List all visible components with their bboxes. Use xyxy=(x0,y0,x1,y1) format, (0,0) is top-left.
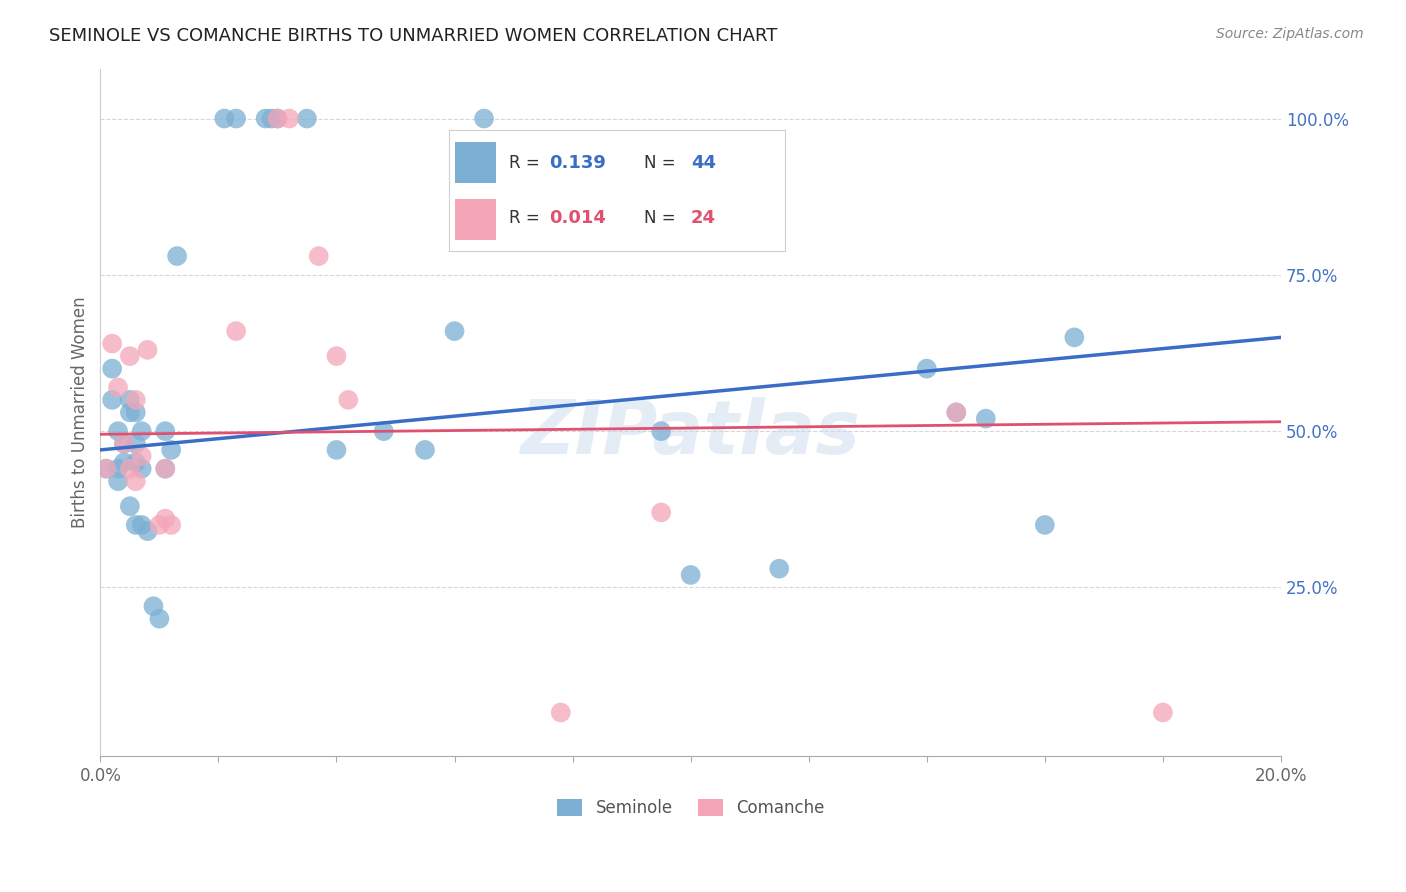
Point xyxy=(131,424,153,438)
Point xyxy=(915,361,938,376)
Point xyxy=(155,511,177,525)
Point xyxy=(107,461,129,475)
Point xyxy=(214,112,236,126)
Point xyxy=(945,405,967,419)
Point xyxy=(1063,330,1085,344)
Point xyxy=(118,349,141,363)
Point xyxy=(96,461,118,475)
Point xyxy=(112,436,135,450)
Point xyxy=(136,524,159,538)
Point xyxy=(160,517,183,532)
Point xyxy=(96,461,118,475)
Point xyxy=(550,706,572,720)
Point xyxy=(148,517,170,532)
Point xyxy=(225,324,247,338)
Point xyxy=(125,392,148,407)
Point xyxy=(118,405,141,419)
Point xyxy=(472,112,495,126)
Text: ZIPatlas: ZIPatlas xyxy=(520,397,860,469)
Point xyxy=(125,474,148,488)
Point xyxy=(945,405,967,419)
Text: SEMINOLE VS COMANCHE BIRTHS TO UNMARRIED WOMEN CORRELATION CHART: SEMINOLE VS COMANCHE BIRTHS TO UNMARRIED… xyxy=(49,27,778,45)
Point xyxy=(266,112,288,126)
Point xyxy=(650,505,672,519)
Point xyxy=(679,568,702,582)
Point xyxy=(768,562,790,576)
Point xyxy=(373,424,395,438)
Point xyxy=(308,249,330,263)
Point xyxy=(112,455,135,469)
Point xyxy=(101,392,124,407)
Point xyxy=(125,455,148,469)
Point xyxy=(650,424,672,438)
Point xyxy=(325,349,347,363)
Point xyxy=(131,449,153,463)
Point xyxy=(155,424,177,438)
Legend: Seminole, Comanche: Seminole, Comanche xyxy=(550,792,831,823)
Point xyxy=(1033,517,1056,532)
Point xyxy=(125,517,148,532)
Point xyxy=(1152,706,1174,720)
Point xyxy=(125,436,148,450)
Point xyxy=(295,112,318,126)
Point xyxy=(155,461,177,475)
Point xyxy=(118,461,141,475)
Point xyxy=(166,249,188,263)
Point xyxy=(131,461,153,475)
Point xyxy=(107,424,129,438)
Point xyxy=(101,336,124,351)
Point xyxy=(974,411,997,425)
Point xyxy=(118,392,141,407)
Point xyxy=(278,112,301,126)
Point xyxy=(254,112,277,126)
Point xyxy=(266,112,288,126)
Text: Source: ZipAtlas.com: Source: ZipAtlas.com xyxy=(1216,27,1364,41)
Point xyxy=(142,599,165,614)
Point xyxy=(325,442,347,457)
Point xyxy=(118,499,141,513)
Point xyxy=(337,392,360,407)
Point xyxy=(148,612,170,626)
Point xyxy=(160,442,183,457)
Point xyxy=(413,442,436,457)
Point xyxy=(443,324,465,338)
Point xyxy=(131,517,153,532)
Point xyxy=(136,343,159,357)
Point xyxy=(101,361,124,376)
Y-axis label: Births to Unmarried Women: Births to Unmarried Women xyxy=(72,296,89,528)
Point xyxy=(112,436,135,450)
Point xyxy=(125,405,148,419)
Point xyxy=(107,380,129,394)
Point xyxy=(155,461,177,475)
Point xyxy=(225,112,247,126)
Point xyxy=(260,112,283,126)
Point xyxy=(107,474,129,488)
